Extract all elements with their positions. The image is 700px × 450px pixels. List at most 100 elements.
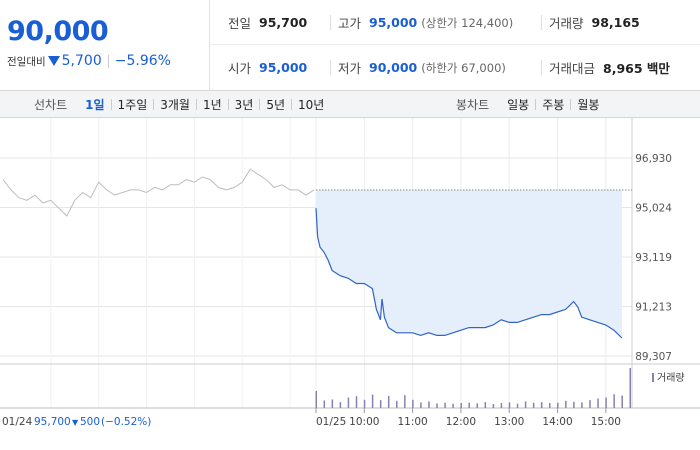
volume-bar xyxy=(492,404,495,408)
down-triangle-icon xyxy=(47,56,60,66)
tab-3y[interactable]: 3년 xyxy=(234,98,254,112)
today-area-fill xyxy=(316,189,622,338)
prev-day-change: 500 xyxy=(80,416,100,428)
tab-10y[interactable]: 10년 xyxy=(298,98,325,112)
y-tick-label: 93,119 xyxy=(635,252,672,264)
divider xyxy=(110,99,112,110)
prev-day-info: 01/24 95,700 ▼ 500 (−0.52%) xyxy=(2,416,151,428)
volume-bar xyxy=(613,394,615,408)
period-tabs: 선차트 1일 1주일 3개월 1년 3년 5년 10년 봉차트 일봉 주봉 월봉 xyxy=(0,91,700,118)
prev-day-percent: (−0.52%) xyxy=(101,416,151,428)
prev-day-price: 95,700 xyxy=(34,416,71,428)
y-tick-label: 96,930 xyxy=(635,153,672,165)
tab-weekly[interactable]: 주봉 xyxy=(542,98,565,112)
volume-bar xyxy=(557,402,559,408)
change-row: 전일대비 5,700 −5.96% xyxy=(7,53,171,69)
line-chart-title: 선차트 xyxy=(34,98,68,112)
divider xyxy=(259,99,261,110)
stat-volume: 거래량 98,165 xyxy=(549,15,640,31)
volume-bar xyxy=(581,402,583,408)
divider xyxy=(153,99,155,110)
volume-legend-label: 거래량 xyxy=(657,372,685,384)
stat-low: 저가 90,000 (하한가 67,000) xyxy=(338,60,506,76)
stat-open: 시가 95,000 xyxy=(228,60,308,76)
stats-row-2: 시가 95,000 저가 90,000 (하한가 67,000) 거래대금 8,… xyxy=(210,45,700,90)
volume-bar xyxy=(597,398,599,408)
candle-chart-tabs: 봉차트 일봉 주봉 월봉 xyxy=(456,91,605,118)
volume-bar xyxy=(589,400,591,408)
volume-bar xyxy=(565,400,567,408)
current-price: 90,000 xyxy=(7,16,109,47)
tab-5y[interactable]: 5년 xyxy=(266,98,286,112)
divider xyxy=(195,99,197,110)
divider xyxy=(330,15,331,30)
volume-bar xyxy=(629,368,631,408)
x-tick-label: 11:00 xyxy=(397,416,427,428)
tab-monthly[interactable]: 월봉 xyxy=(577,98,600,112)
volume-bar xyxy=(315,390,317,408)
volume-bar xyxy=(420,402,422,408)
quote-header: 90,000 전일대비 5,700 −5.96% 전일 95,700 고가 95… xyxy=(0,0,700,91)
volume-bar xyxy=(436,403,438,408)
series-line-previous-day xyxy=(2,168,315,217)
volume-bar xyxy=(339,402,342,408)
tab-daily[interactable]: 일봉 xyxy=(507,98,530,112)
divider xyxy=(570,99,572,110)
volume-bar xyxy=(532,402,535,408)
volume-bar xyxy=(500,403,503,408)
volume-bar xyxy=(404,395,406,408)
volume-bar xyxy=(468,402,470,408)
y-axis: 96,930 95,024 93,119 91,213 89,307 xyxy=(635,153,672,363)
line-chart-tabs: 선차트 1일 1주일 3개월 1년 3년 5년 10년 xyxy=(34,91,330,118)
volume-legend-swatch xyxy=(652,373,654,382)
y-tick-label: 95,024 xyxy=(635,203,672,215)
price-stats: 전일 95,700 고가 95,000 (상한가 124,400) 거래량 98… xyxy=(210,0,700,91)
tab-1y[interactable]: 1년 xyxy=(202,98,222,112)
volume-bar xyxy=(355,396,358,408)
divider xyxy=(107,54,109,68)
volume-bar xyxy=(548,403,551,408)
x-tick-label: 15:00 xyxy=(591,416,621,428)
series-line-today xyxy=(315,208,623,339)
volume-bar xyxy=(379,400,382,408)
change-amount: 5,700 xyxy=(61,53,102,69)
volume-bar xyxy=(331,399,334,408)
divider xyxy=(291,99,293,110)
volume-bar xyxy=(347,397,350,408)
tab-3m[interactable]: 3개월 xyxy=(160,98,190,112)
divider xyxy=(541,60,542,75)
price-summary: 90,000 전일대비 5,700 −5.96% xyxy=(0,0,210,91)
volume-bar xyxy=(516,403,519,408)
down-triangle-icon: ▼ xyxy=(72,418,79,427)
stats-row-1: 전일 95,700 고가 95,000 (상한가 124,400) 거래량 98… xyxy=(210,0,700,45)
volume-bar xyxy=(508,402,511,408)
volume-bar xyxy=(363,399,366,408)
volume-bar xyxy=(323,400,326,408)
change-percent: −5.96% xyxy=(114,53,171,69)
y-tick-label: 89,307 xyxy=(635,351,672,363)
divider xyxy=(330,60,331,75)
candle-chart-title: 봉차트 xyxy=(456,98,490,112)
divider xyxy=(227,99,229,110)
x-tick-label: 13:00 xyxy=(494,416,524,428)
volume-bar xyxy=(484,402,487,408)
volume-bar xyxy=(540,402,543,408)
x-tick-label: 01/25 xyxy=(316,416,346,428)
tab-1w[interactable]: 1주일 xyxy=(117,98,148,112)
x-tick-label: 12:00 xyxy=(446,416,476,428)
price-chart: 96,930 95,024 93,119 91,213 89,307 01/25 10:0… xyxy=(0,118,700,450)
volume-bar xyxy=(573,401,575,408)
volume-bar xyxy=(412,399,414,408)
volume-bar xyxy=(476,403,479,408)
volume-bars xyxy=(315,368,631,408)
y-tick-label: 91,213 xyxy=(635,302,672,314)
stat-high: 고가 95,000 (상한가 124,400) xyxy=(338,15,514,31)
volume-bar xyxy=(428,401,430,408)
tab-1d[interactable]: 1일 xyxy=(85,98,105,112)
prev-day-date: 01/24 xyxy=(2,416,33,428)
volume-bar xyxy=(396,400,398,408)
stat-amount: 거래대금 8,965 백만 xyxy=(549,61,670,76)
price-chart-svg: 96,930 95,024 93,119 91,213 89,307 01/25 10:0… xyxy=(0,118,700,428)
volume-bar xyxy=(460,403,462,408)
volume-bar xyxy=(605,397,607,408)
